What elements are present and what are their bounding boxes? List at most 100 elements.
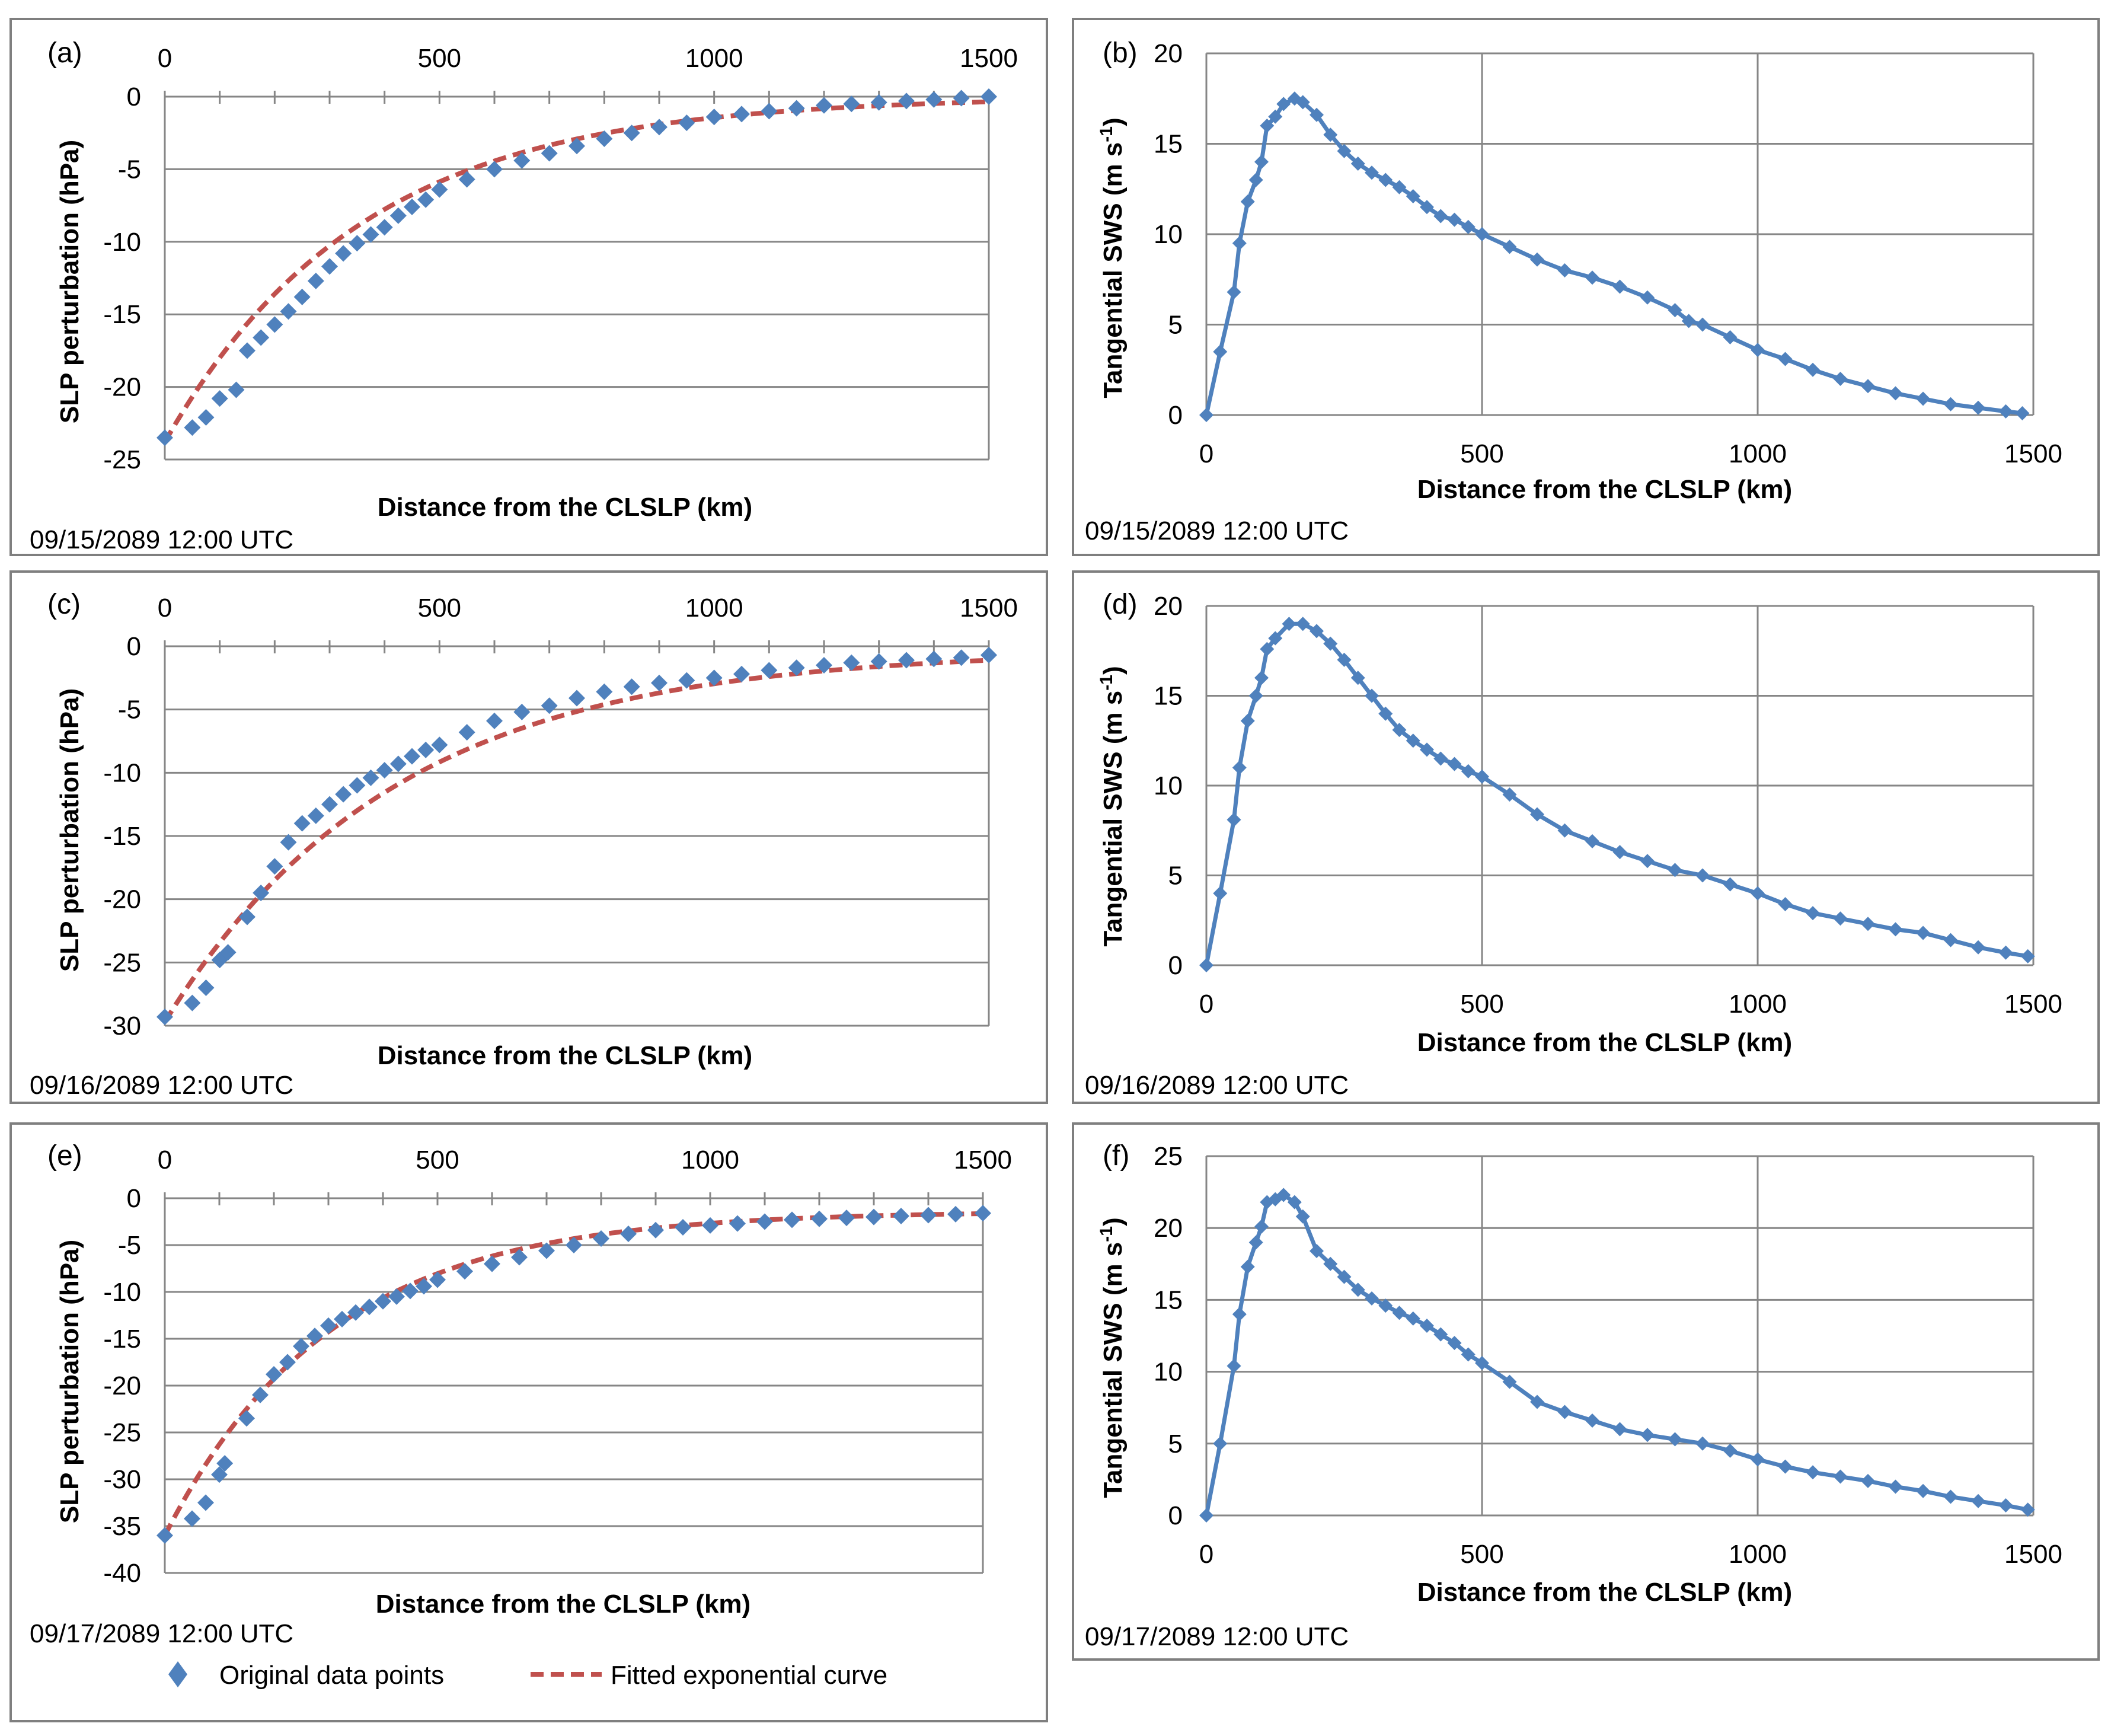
data-point: [1260, 119, 1275, 133]
data-point: [1248, 1235, 1263, 1250]
data-point: [486, 161, 503, 178]
panel-label-f: (f): [1103, 1140, 1129, 1172]
x-tick-label: 1000: [685, 593, 743, 623]
data-point: [2020, 1502, 2035, 1517]
data-point: [925, 91, 943, 108]
data-point: [417, 191, 435, 208]
x-tick-label: 1000: [681, 1145, 739, 1175]
data-point: [1365, 1291, 1379, 1306]
data-point: [596, 683, 613, 700]
panel-c-frame: [9, 570, 1048, 1104]
data-point: [1232, 236, 1247, 251]
plot-c: 0 -5 -10 -15 -20 -25 -30 0 500 1000 1500: [103, 593, 1018, 1041]
data-point: [1213, 886, 1228, 901]
data-point: [1806, 906, 1820, 921]
x-axis-title-f: Distance from the CLSLP (km): [1417, 1578, 1792, 1607]
x-tick-label: 1500: [2004, 990, 2062, 1019]
data-point: [1475, 227, 1489, 241]
data-point: [1406, 189, 1420, 203]
data-point: [197, 1494, 214, 1511]
legend-label-fit: Fitted exponential curve: [611, 1661, 887, 1690]
y-tick-label: 0: [127, 1184, 141, 1213]
data-point: [761, 103, 778, 120]
data-point: [416, 1278, 432, 1295]
data-point: [953, 90, 970, 107]
data-point: [870, 94, 887, 111]
data-point: [293, 815, 311, 832]
data-point: [1971, 400, 1985, 415]
x-tick-label: 500: [418, 593, 461, 623]
data-point: [1695, 317, 1710, 332]
data-point: [293, 1338, 309, 1355]
y-tick-label: -10: [103, 1278, 141, 1307]
plot-b: 0 5 10 15 20 0 500 1000 1500: [1154, 39, 2062, 468]
data-point: [266, 316, 283, 333]
y-axis-title-f: Tangential SWS (m s-1): [1097, 1217, 1128, 1498]
data-point: [184, 419, 201, 436]
y-tick-label: -10: [103, 228, 141, 257]
panel-label-d: (d): [1103, 589, 1138, 620]
data-point: [920, 1207, 937, 1224]
y-tick-label: 20: [1154, 592, 1183, 621]
data-point: [197, 409, 215, 426]
data-point: [1475, 769, 1489, 784]
y-tick-label: -5: [118, 1231, 141, 1260]
plot-f: 0 5 10 15 20 25 0 500 1000 1500: [1154, 1142, 2062, 1569]
data-point: [1420, 742, 1434, 757]
data-point: [898, 652, 915, 669]
data-point: [1502, 787, 1517, 802]
data-point: [1240, 194, 1255, 209]
data-point: [404, 748, 420, 765]
data-point: [1888, 386, 1903, 401]
data-point: [228, 381, 245, 398]
data-point: [623, 125, 640, 142]
data-point: [511, 1249, 528, 1266]
data-point: [349, 235, 366, 252]
data-point: [1295, 95, 1310, 110]
data-point: [216, 1455, 234, 1472]
x-tick-label: 500: [418, 44, 461, 73]
panel-d-frame: [1072, 570, 2100, 1104]
data-point: [1240, 713, 1255, 728]
data-point: [293, 288, 311, 305]
data-point: [1778, 1459, 1793, 1474]
data-point: [1310, 624, 1324, 639]
data-point: [1248, 688, 1263, 703]
y-tick-label: -30: [103, 1465, 141, 1494]
y-tick-label: 5: [1168, 861, 1183, 891]
data-point: [761, 662, 778, 679]
data-point: [1640, 1428, 1655, 1443]
data-point: [1213, 344, 1228, 359]
data-point: [1833, 1469, 1848, 1484]
data-point: [1199, 958, 1213, 972]
data-point: [347, 1304, 364, 1321]
data-point: [2015, 406, 2030, 420]
data-point: [816, 97, 832, 114]
data-point: [678, 672, 695, 689]
data-point: [184, 994, 201, 1011]
legend: Original data points Fitted exponential …: [168, 1661, 887, 1690]
panel-e-frame: [9, 1122, 1048, 1722]
data-point: [362, 226, 379, 243]
data-point: [569, 138, 585, 155]
y-axis-title-b: Tangential SWS (m s-1): [1097, 117, 1128, 398]
data-point: [1833, 911, 1848, 926]
data-point: [651, 119, 668, 136]
data-point: [1668, 1432, 1682, 1447]
data-point: [1268, 631, 1283, 646]
timestamp-b: 09/15/2089 12:00 UTC: [1085, 516, 1349, 545]
data-point: [1612, 279, 1627, 294]
data-point: [1406, 1311, 1420, 1326]
data-point: [1640, 854, 1655, 869]
data-point: [335, 786, 352, 803]
data-point: [1254, 1219, 1269, 1234]
data-point: [1295, 1209, 1310, 1224]
data-point: [1282, 617, 1296, 631]
data-point: [1751, 1452, 1765, 1467]
data-point: [1323, 1256, 1338, 1271]
data-point: [593, 1230, 609, 1247]
data-point: [1310, 1243, 1324, 1258]
data-point: [1640, 290, 1655, 305]
x-tick-label: 500: [1460, 990, 1503, 1019]
data-point: [675, 1218, 691, 1236]
